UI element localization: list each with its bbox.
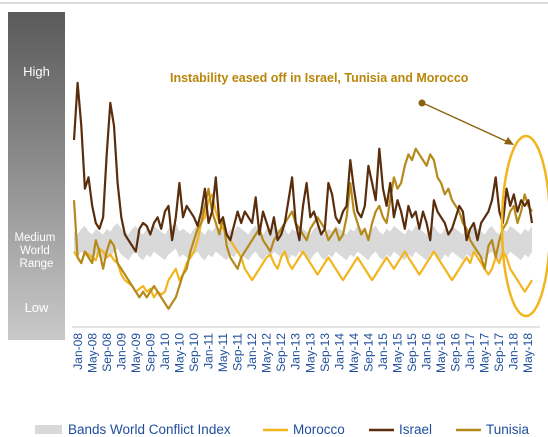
- x-tick-label: Jan-18: [507, 333, 521, 370]
- x-tick-label: Sep-14: [361, 333, 375, 372]
- legend-label-morocco: Morocco: [293, 422, 345, 437]
- scale-label-low: Low: [25, 300, 49, 315]
- x-tick-label: Jan-17: [463, 333, 477, 370]
- x-tick-label: May-18: [521, 333, 535, 373]
- x-tick-label: Sep-13: [318, 333, 332, 372]
- x-tick-label: Sep-10: [187, 333, 201, 372]
- scale-label-high: High: [23, 64, 50, 79]
- x-tick-label: May-12: [260, 333, 274, 373]
- x-tick-label: Sep-17: [492, 333, 506, 372]
- x-tick-label: Sep-12: [274, 333, 288, 372]
- series-line-morocco: [73, 193, 533, 299]
- x-tick-label: Jan-16: [419, 333, 433, 370]
- x-tick-label: May-17: [478, 333, 492, 373]
- band-layer: [74, 223, 532, 261]
- x-tick-label: May-13: [303, 333, 317, 373]
- x-tick-label: Sep-16: [448, 333, 462, 372]
- scale-bar-gradient: [8, 12, 65, 340]
- x-tick-label: Sep-08: [100, 333, 114, 372]
- legend-label-israel: Israel: [399, 422, 432, 437]
- annotation-dot: [418, 99, 426, 107]
- legend: Bands World Conflict Index Morocco Israe…: [35, 422, 530, 437]
- x-tick-label: Jan-10: [158, 333, 172, 370]
- legend-swatch-band: [35, 425, 62, 434]
- x-tick-label: May-15: [390, 333, 404, 373]
- x-tick-label: Jan-08: [71, 333, 85, 370]
- scale-label-medium-line: World: [20, 245, 50, 257]
- series-band-world-conflict-index: [74, 223, 532, 261]
- scale-label-medium: Medium World Range: [14, 232, 58, 270]
- x-tick-label: Jan-14: [332, 333, 346, 370]
- x-tick-label: May-11: [216, 333, 230, 372]
- x-tick-label: Jan-11: [202, 333, 216, 369]
- x-tick-label: May-09: [129, 333, 143, 373]
- annotation: Instability eased off in Israel, Tunisia…: [170, 71, 548, 318]
- series-line-tunisia: [72, 147, 533, 310]
- series-layer: [72, 81, 534, 310]
- annotation-text: Instability eased off in Israel, Tunisia…: [170, 71, 469, 85]
- x-tick-label: Sep-09: [144, 333, 158, 372]
- highlight-ellipse: [500, 134, 548, 318]
- x-tick-label: Jan-13: [289, 333, 303, 370]
- plot-area: Jan-08 May-08 Sep-08 Jan-09 May-09 Sep-09 Jan-…: [71, 81, 540, 373]
- x-tick-label: Jan-12: [245, 333, 259, 370]
- annotation-arrow-head: [504, 137, 514, 145]
- x-tick-labels: Jan-08 May-08 Sep-08 Jan-09 May-09 Sep-09 Jan-…: [71, 333, 535, 373]
- annotation-arrow-line: [424, 103, 509, 143]
- x-tick-label: Jan-15: [376, 333, 390, 370]
- scale-bar: High Medium World Range Low: [8, 12, 65, 340]
- legend-label-tunisia: Tunisia: [486, 422, 530, 437]
- scale-label-medium-line: Medium: [14, 232, 55, 244]
- x-tick-label: May-10: [173, 333, 187, 373]
- scale-label-medium-line: Range: [20, 258, 54, 270]
- x-tick-label: May-08: [86, 333, 100, 373]
- x-tick-label: May-14: [347, 333, 361, 373]
- x-tick-label: Sep-15: [405, 333, 419, 372]
- x-tick-label: Jan-09: [115, 333, 129, 370]
- x-tick-label: May-16: [434, 333, 448, 373]
- x-tick-label: Sep-11: [231, 333, 245, 371]
- series-line-israel: [72, 81, 534, 253]
- legend-label-band: Bands World Conflict Index: [68, 422, 231, 437]
